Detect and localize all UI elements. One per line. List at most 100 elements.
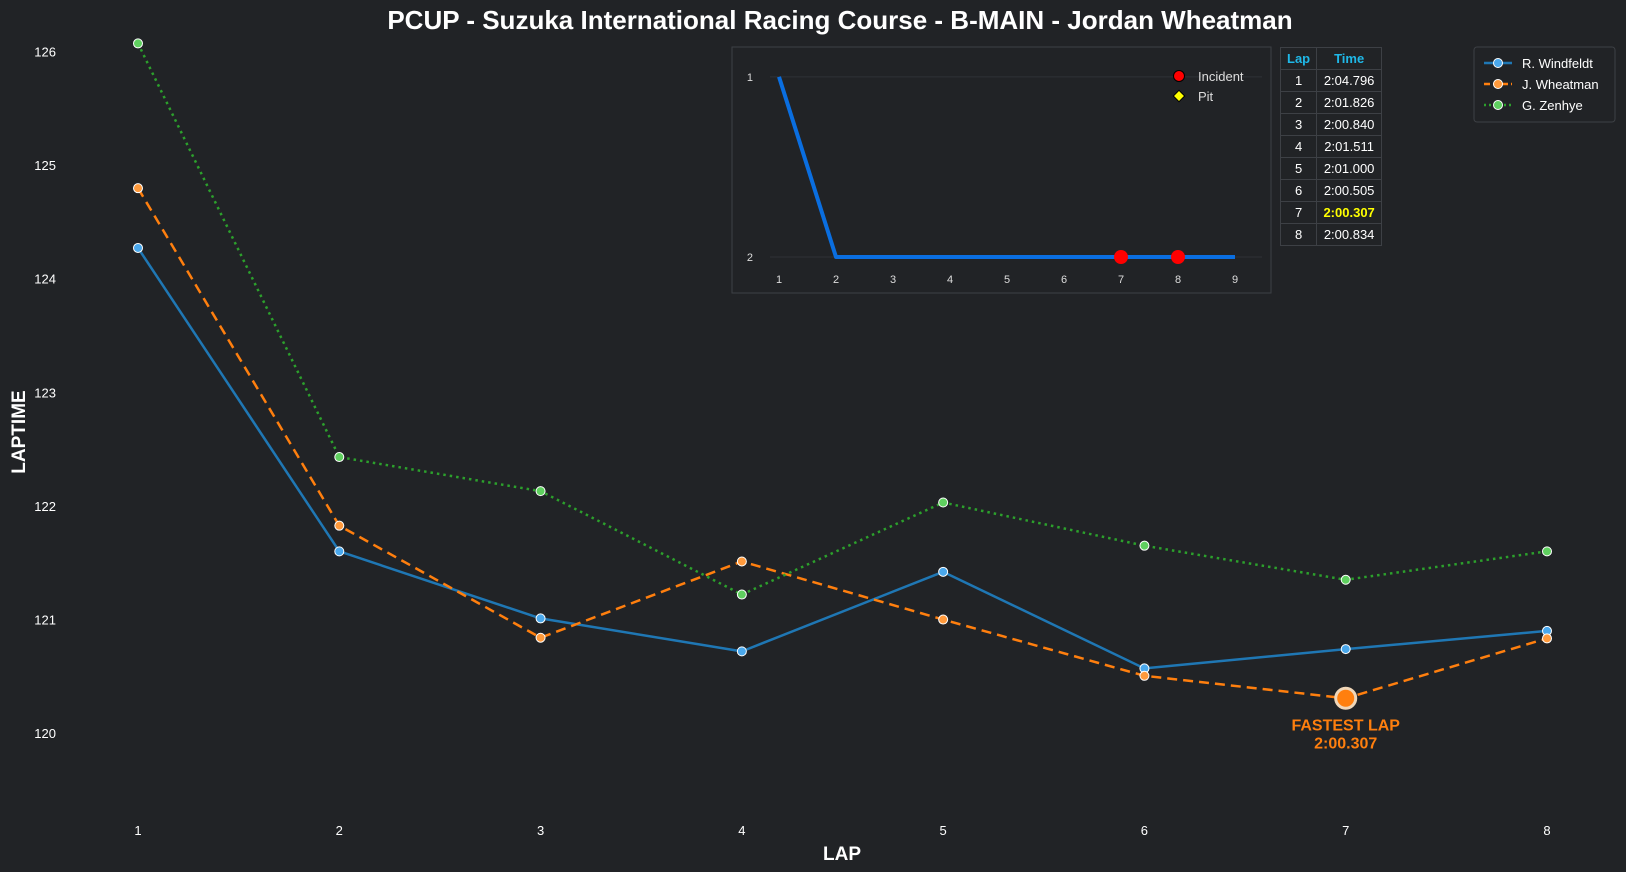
lap-time: 2:00.505: [1316, 179, 1383, 202]
table-row: 6 2:00.505: [1279, 179, 1383, 202]
lap-time-table: Lap Time 1 2:04.796 2 2:01.826 3 2:00.840 4…: [1279, 47, 1383, 246]
legend-marker: [1493, 58, 1503, 68]
inset-x-tick-label: 1: [776, 274, 782, 286]
table-row: 5 2:01.000: [1279, 157, 1383, 180]
data-point: [1542, 633, 1552, 644]
lap-time: 2:01.000: [1316, 157, 1383, 180]
y-tick-label: 122: [34, 499, 56, 514]
legend-marker: [1493, 79, 1503, 89]
inset-y-tick-label: 2: [747, 252, 753, 264]
lap-number: 4: [1279, 135, 1318, 158]
data-point: [1542, 546, 1552, 557]
inset-y-ticks: 12: [747, 72, 753, 264]
y-axis-label: LAPTIME: [9, 390, 30, 473]
data-point: [133, 38, 143, 49]
fastest-lap-time: 2:00.307: [1314, 735, 1377, 752]
x-tick-label: 5: [940, 823, 947, 838]
data-point: [334, 452, 345, 463]
position-line: [777, 76, 1235, 259]
fastest-lap-marker: [1334, 686, 1358, 710]
lap-number: 1: [1279, 69, 1318, 92]
y-tick-label: 123: [34, 385, 56, 400]
y-tick-label: 124: [34, 272, 56, 287]
inset-x-tick-label: 6: [1061, 274, 1067, 286]
table-row: 3 2:00.840: [1279, 113, 1383, 136]
table-row: 4 2:01.511: [1279, 135, 1383, 158]
incident-marker: [1171, 249, 1185, 264]
series-group: [133, 38, 1552, 704]
lap-column-header: Lap: [1279, 47, 1318, 70]
pit-legend-label: Pit: [1198, 89, 1214, 104]
lap-time: 2:04.796: [1316, 69, 1383, 92]
lap-table-header: Lap Time: [1279, 47, 1383, 70]
x-tick-label: 1: [134, 823, 141, 838]
lap-time: 2:01.826: [1316, 91, 1383, 114]
data-point: [938, 497, 949, 508]
inset-x-tick-label: 3: [890, 274, 896, 286]
table-row: 2 2:01.826: [1279, 91, 1383, 114]
legend-label: G. Zenhye: [1522, 98, 1583, 113]
time-column-header: Time: [1316, 47, 1383, 70]
x-tick-label: 7: [1342, 823, 1349, 838]
lap-number: 2: [1279, 91, 1318, 114]
y-tick-label: 121: [34, 613, 56, 628]
data-point: [1139, 540, 1150, 551]
legend-label: J. Wheatman: [1522, 77, 1599, 92]
pit-legend-icon: [1172, 89, 1186, 103]
main-legend: R. Windfeldt J. Wheatman G. Zenhye: [1473, 46, 1616, 123]
data-point: [736, 556, 747, 567]
x-tick-label: 6: [1141, 823, 1148, 838]
data-point: [535, 632, 546, 643]
incident-legend-icon: [1173, 70, 1185, 82]
inset-x-tick-label: 7: [1118, 274, 1124, 286]
lap-number: 8: [1279, 223, 1318, 246]
data-point: [1139, 670, 1150, 681]
lap-time: 2:00.840: [1316, 113, 1383, 136]
table-row: 7 2:00.307: [1279, 201, 1383, 224]
inset-x-tick-label: 5: [1004, 274, 1010, 286]
series-line: [136, 187, 1548, 700]
series-line: [136, 247, 1548, 670]
data-point: [938, 566, 949, 577]
inset-x-tick-label: 4: [947, 274, 953, 286]
lap-time: 2:00.834: [1316, 223, 1383, 246]
table-row: 8 2:00.834: [1279, 223, 1383, 246]
data-point: [334, 520, 345, 531]
lap-time: 2:00.307: [1316, 201, 1383, 224]
data-point: [938, 614, 949, 625]
x-tick-label: 8: [1543, 823, 1550, 838]
data-point: [736, 589, 747, 600]
x-axis-ticks: 1 2 3 4 5 6 7 8: [134, 823, 1550, 838]
chart-title: PCUP - Suzuka International Racing Cours…: [387, 5, 1292, 35]
data-point: [535, 613, 546, 624]
data-point: [334, 546, 345, 557]
y-tick-label: 126: [34, 44, 56, 59]
data-point: [736, 646, 747, 657]
lap-number: 3: [1279, 113, 1318, 136]
x-tick-label: 4: [738, 823, 745, 838]
data-point: [133, 183, 143, 194]
data-point: [133, 242, 143, 253]
incident-marker: [1114, 249, 1128, 264]
lap-number: 6: [1279, 179, 1318, 202]
inset-x-tick-label: 8: [1175, 274, 1181, 286]
lap-number: 7: [1279, 201, 1318, 224]
series-line: [136, 42, 1548, 596]
legend-marker: [1493, 100, 1503, 110]
inset-legend: Incident Pit: [1172, 69, 1244, 104]
x-tick-label: 3: [537, 823, 544, 838]
fastest-lap-label: FASTEST LAP: [1291, 717, 1400, 734]
data-point: [535, 486, 546, 497]
legend-frame: [1473, 46, 1616, 123]
x-tick-label: 2: [336, 823, 343, 838]
table-row: 1 2:04.796: [1279, 69, 1383, 92]
fastest-lap-annotation: FASTEST LAP 2:00.307: [1291, 686, 1400, 752]
data-point: [1340, 574, 1351, 585]
inset-x-tick-label: 9: [1232, 274, 1238, 286]
y-tick-label: 120: [34, 726, 56, 741]
x-axis-label: LAP: [823, 844, 861, 865]
inset-x-tick-label: 2: [833, 274, 839, 286]
data-point: [1340, 644, 1351, 655]
